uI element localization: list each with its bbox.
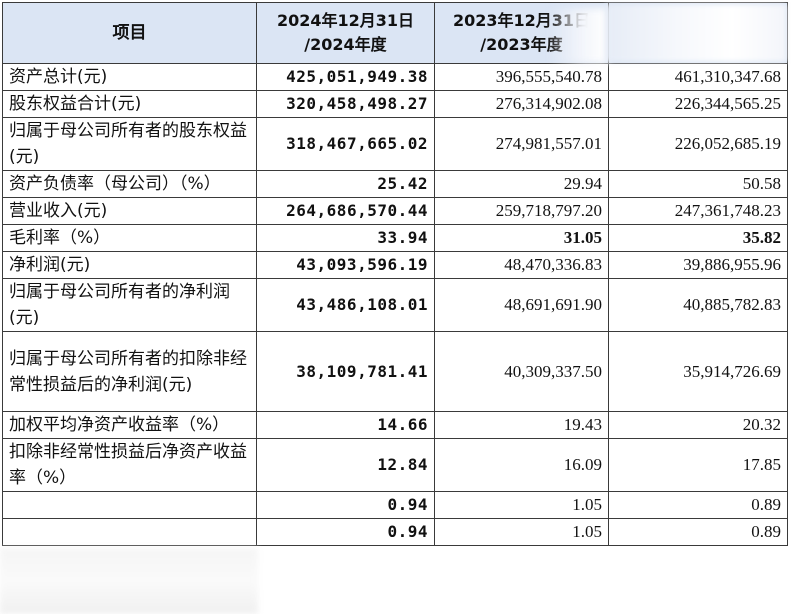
value-2024: 425,051,949.38 [256, 63, 435, 91]
row-label [2, 491, 257, 519]
value-2022: 17.85 [608, 438, 788, 492]
row-label: 毛利率（%） [2, 224, 257, 252]
row-label: 归属于母公司所有者的扣除非经常性损益后的净利润(元) [2, 331, 257, 412]
value-2022: 247,361,748.23 [608, 197, 788, 225]
value-2023: 259,718,797.20 [434, 197, 609, 225]
header-2024: 2024年12月31日 /2024年度 [256, 2, 435, 64]
table-row: 0.94 1.05 0.89 [2, 518, 788, 546]
row-label: 资产负债率（母公司）（%） [2, 170, 257, 198]
watermark-blur [0, 548, 258, 614]
value-2022: 226,344,565.25 [608, 90, 788, 118]
value-2024: 0.94 [256, 491, 435, 519]
watermark-blur [606, 4, 787, 62]
value-2022: 226,052,685.19 [608, 117, 788, 171]
table-row: 资产负债率（母公司）（%） 25.42 29.94 50.58 [2, 170, 788, 198]
row-label: 股东权益合计(元) [2, 90, 257, 118]
value-2024: 0.94 [256, 518, 435, 546]
value-2023: 16.09 [434, 438, 609, 492]
row-label: 归属于母公司所有者的净利润(元) [2, 278, 257, 332]
value-2023: 396,555,540.78 [434, 63, 609, 91]
row-label: 扣除非经常性损益后净资产收益率（%） [2, 438, 257, 492]
value-2024: 43,093,596.19 [256, 251, 435, 279]
value-2022: 50.58 [608, 170, 788, 198]
table-row: 归属于母公司所有者的扣除非经常性损益后的净利润(元) 38,109,781.41 4… [2, 331, 788, 412]
value-2024: 33.94 [256, 224, 435, 252]
value-2022: 35,914,726.69 [608, 331, 788, 412]
value-2023: 1.05 [434, 491, 609, 519]
header-2024-line2: /2024年度 [304, 35, 387, 54]
value-2024: 38,109,781.41 [256, 331, 435, 412]
table-row: 扣除非经常性损益后净资产收益率（%） 12.84 16.09 17.85 [2, 438, 788, 492]
value-2022: 0.89 [608, 518, 788, 546]
table-row: 资产总计(元) 425,051,949.38 396,555,540.78 461,3… [2, 63, 788, 91]
value-2023: 48,691,691.90 [434, 278, 609, 332]
value-2024: 25.42 [256, 170, 435, 198]
value-2022: 20.32 [608, 411, 788, 439]
table-row: 0.94 1.05 0.89 [2, 491, 788, 519]
value-2023: 276,314,902.08 [434, 90, 609, 118]
value-2022: 0.89 [608, 491, 788, 519]
row-label: 净利润(元) [2, 251, 257, 279]
table-row: 股东权益合计(元) 320,458,498.27 276,314,902.08 226… [2, 90, 788, 118]
financial-summary-table: 项目 2024年12月31日 /2024年度 2023年12月31日 /2023… [2, 2, 788, 546]
value-2023: 1.05 [434, 518, 609, 546]
header-2024-line1: 2024年12月31日 [276, 11, 415, 30]
row-label: 归属于母公司所有者的股东权益(元) [2, 117, 257, 171]
row-label: 营业收入(元) [2, 197, 257, 225]
header-item: 项目 [2, 2, 257, 64]
header-2023-line2: /2023年度 [480, 35, 563, 54]
value-2022: 461,310,347.68 [608, 63, 788, 91]
value-2024: 43,486,108.01 [256, 278, 435, 332]
value-2024: 318,467,665.02 [256, 117, 435, 171]
value-2023: 40,309,337.50 [434, 331, 609, 412]
row-label [2, 518, 257, 546]
value-2023: 31.05 [434, 224, 609, 252]
value-2023: 48,470,336.83 [434, 251, 609, 279]
value-2024: 320,458,498.27 [256, 90, 435, 118]
row-label: 加权平均净资产收益率（%） [2, 411, 257, 439]
value-2024: 264,686,570.44 [256, 197, 435, 225]
table-row: 归属于母公司所有者的净利润(元) 43,486,108.01 48,691,691.… [2, 278, 788, 332]
row-label: 资产总计(元) [2, 63, 257, 91]
value-2022: 35.82 [608, 224, 788, 252]
table-row: 净利润(元) 43,093,596.19 48,470,336.83 39,886,9… [2, 251, 788, 279]
table-row: 归属于母公司所有者的股东权益(元) 318,467,665.02 274,981,5… [2, 117, 788, 171]
value-2024: 12.84 [256, 438, 435, 492]
value-2024: 14.66 [256, 411, 435, 439]
value-2023: 19.43 [434, 411, 609, 439]
table-row: 毛利率（%） 33.94 31.05 35.82 [2, 224, 788, 252]
value-2022: 40,885,782.83 [608, 278, 788, 332]
table-body: 资产总计(元) 425,051,949.38 396,555,540.78 461,3… [2, 63, 788, 546]
table-row: 加权平均净资产收益率（%） 14.66 19.43 20.32 [2, 411, 788, 439]
table-row: 营业收入(元) 264,686,570.44 259,718,797.20 247,3… [2, 197, 788, 225]
value-2023: 274,981,557.01 [434, 117, 609, 171]
value-2023: 29.94 [434, 170, 609, 198]
value-2022: 39,886,955.96 [608, 251, 788, 279]
watermark-blur [548, 8, 608, 64]
